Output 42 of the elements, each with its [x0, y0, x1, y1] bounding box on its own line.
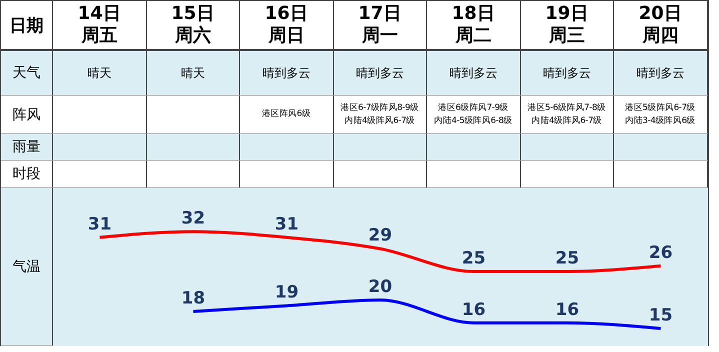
x-tick-label: 19日周三	[544, 3, 589, 47]
data-label: 31	[274, 214, 299, 234]
text: 内陆4-5级阵风6-8级	[434, 114, 512, 128]
data-label: 18	[181, 288, 206, 308]
text: 晴到多云	[334, 51, 427, 96]
data-label: 20	[368, 277, 392, 298]
data-label: 29	[368, 226, 392, 246]
text: 晴天	[53, 51, 146, 96]
text: 港区6-7级阵风8-9级	[340, 102, 419, 114]
data-label: 26	[648, 242, 673, 263]
data-label: 19	[274, 282, 299, 303]
text: 内陆4级阵风6-7级	[530, 114, 603, 128]
x-tick-label: 15日周六	[170, 3, 215, 47]
data-label: 31	[88, 214, 112, 234]
data-label: 25	[555, 248, 580, 269]
text: 晴到多云	[240, 51, 334, 96]
y-axis-title: 气温	[1, 188, 53, 346]
text: 港区5级阵风6-7级	[625, 102, 696, 114]
text: 晴到多云	[520, 51, 614, 96]
x-tick-label: 16日周日	[264, 3, 308, 47]
text: 港区阵风6级	[262, 108, 311, 121]
data-label: 16	[462, 300, 486, 320]
text: 晴到多云	[614, 51, 708, 96]
x-tick-label: 20日周四	[638, 3, 682, 47]
data-label: 25	[462, 248, 486, 269]
text: 内陆4级阵风6-7级	[344, 114, 416, 128]
text: 天气	[1, 51, 53, 96]
x-axis-title: 日期	[1, 1, 53, 51]
text: 晴天	[146, 51, 240, 96]
data-label: 15	[648, 306, 673, 326]
x-tick-label: 17日周一	[358, 3, 402, 47]
data-label: 32	[181, 208, 206, 229]
text: 时段	[1, 161, 53, 188]
text: 晴到多云	[427, 51, 520, 96]
text: 雨量	[1, 134, 53, 161]
text: 阵风	[1, 96, 53, 134]
text: 内陆3-4级阵风6级	[625, 114, 696, 128]
x-tick-label: 14日周五	[77, 3, 122, 47]
text: 港区5-6级阵风7-8级	[528, 102, 606, 114]
data-label: 16	[555, 300, 580, 320]
x-tick-label: 18日周二	[451, 3, 496, 47]
text: 港区6级阵风7-9级	[437, 102, 510, 114]
